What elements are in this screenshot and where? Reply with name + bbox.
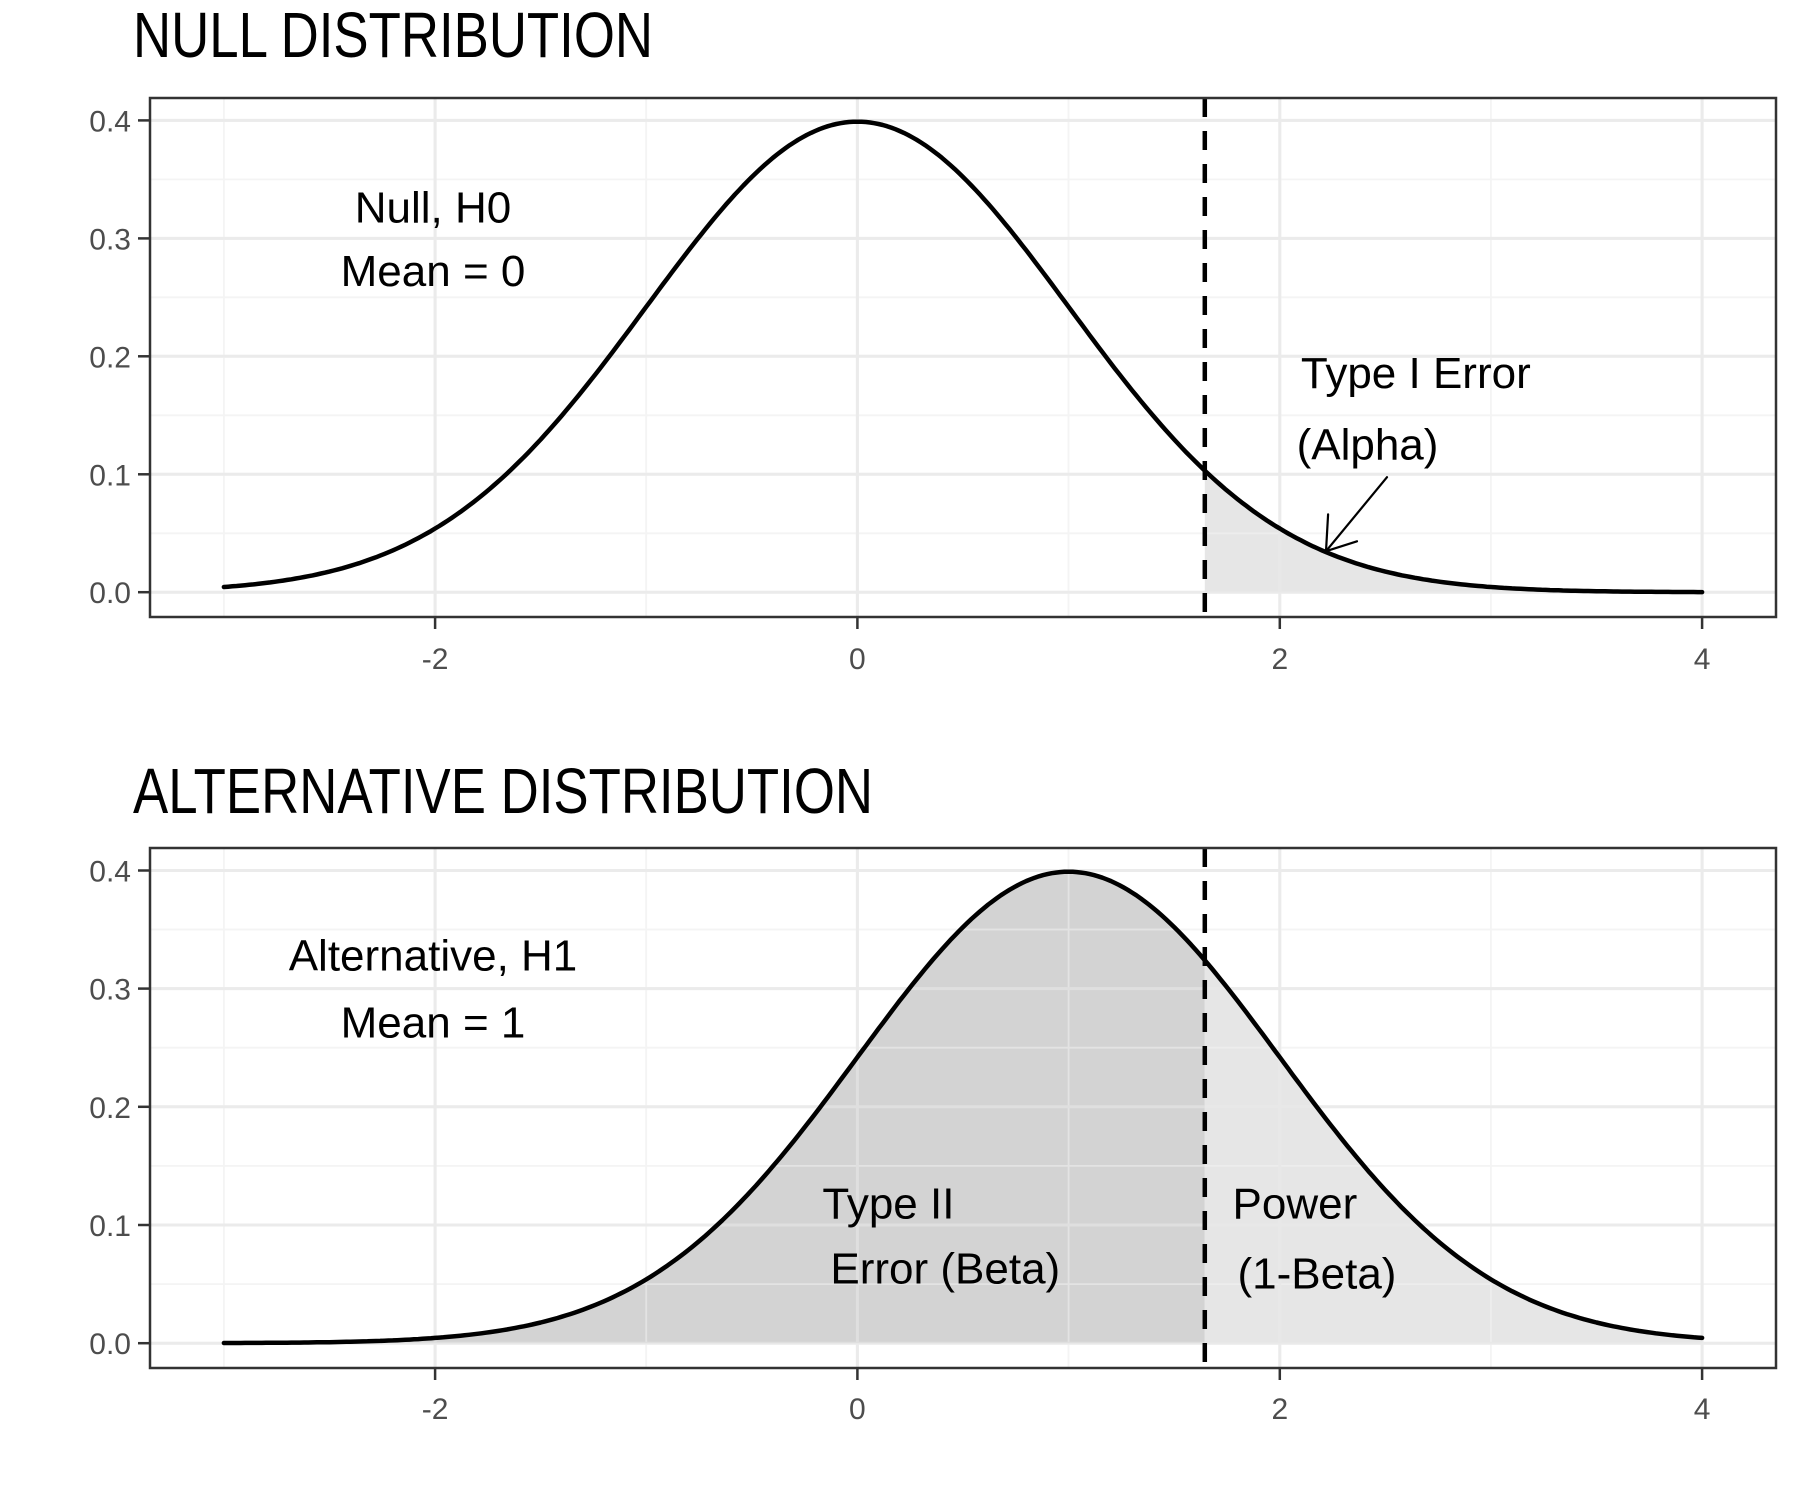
h1-label-line2: Mean = 1 bbox=[341, 999, 526, 1048]
density-curve bbox=[221, 119, 1705, 595]
alpha-arrow bbox=[1324, 476, 1389, 553]
h1-label-line1: Alternative, H1 bbox=[289, 931, 578, 980]
null-distribution-panel: 0.0 0.1 0.2 0.3 0.4 -2 0 2 4 Null, H0 Mean = 0 Type… bbox=[89, 96, 1778, 676]
x-tick-label: 2 bbox=[1271, 643, 1288, 676]
alpha-arrow-head-stroke bbox=[1324, 513, 1330, 553]
y-tick-label: 0.2 bbox=[89, 341, 131, 374]
y-tick-label: 0.1 bbox=[89, 1210, 131, 1243]
y-tick-label: 0.0 bbox=[89, 1328, 131, 1361]
y-tick-label: 0.3 bbox=[89, 223, 131, 256]
y-tick-label: 0.1 bbox=[89, 459, 131, 492]
x-tick-label: 4 bbox=[1694, 643, 1711, 676]
x-tick-label: -2 bbox=[422, 1393, 449, 1426]
alternative-distribution-panel: 0.0 0.1 0.2 0.3 0.4 -2 0 2 4 Alternative, H1 Mean … bbox=[89, 846, 1778, 1426]
x-tick-label: 0 bbox=[849, 1393, 866, 1426]
alpha-arrow-shaft bbox=[1324, 476, 1389, 553]
y-tick-label: 0.3 bbox=[89, 974, 131, 1007]
density-curve bbox=[221, 869, 1705, 1346]
alternative-panel-title: ALTERNATIVE DISTRIBUTION bbox=[133, 755, 873, 827]
y-tick-label: 0.2 bbox=[89, 1092, 131, 1125]
null-panel-title: NULL DISTRIBUTION bbox=[133, 0, 653, 71]
type1-label-line2: (Alpha) bbox=[1297, 420, 1439, 469]
alpha-arrow-head-stroke bbox=[1324, 540, 1359, 553]
h0-label-line2: Mean = 0 bbox=[341, 247, 526, 296]
type2-label-line2: Error (Beta) bbox=[830, 1245, 1060, 1294]
y-tick-label: 0.4 bbox=[89, 856, 131, 889]
type1-error-area bbox=[1204, 470, 1703, 593]
x-tick-label: 2 bbox=[1271, 1393, 1288, 1426]
x-tick-label: 0 bbox=[849, 643, 866, 676]
power-label-line2: (1-Beta) bbox=[1238, 1249, 1397, 1298]
gridlines bbox=[150, 848, 1776, 1368]
type2-label-line1: Type II bbox=[822, 1180, 954, 1229]
power-label-line1: Power bbox=[1233, 1180, 1358, 1229]
y-tick-label: 0.4 bbox=[89, 105, 131, 138]
x-tick-label: -2 bbox=[422, 643, 449, 676]
y-tick-label: 0.0 bbox=[89, 577, 131, 610]
x-tick-label: 4 bbox=[1694, 1393, 1711, 1426]
gridlines bbox=[150, 98, 1776, 617]
type1-label-line1: Type I Error bbox=[1301, 349, 1531, 398]
power-area bbox=[1204, 960, 1703, 1344]
h0-label-line1: Null, H0 bbox=[355, 184, 512, 233]
